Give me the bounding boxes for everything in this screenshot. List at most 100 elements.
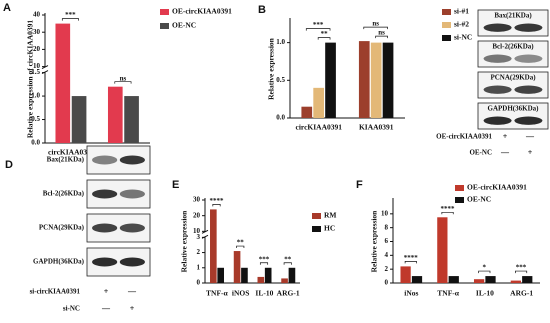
y-tick-label: 30 <box>193 196 201 204</box>
legend-swatch <box>442 9 451 15</box>
bar <box>288 267 296 283</box>
bar <box>264 267 272 283</box>
blot-box <box>477 40 549 68</box>
condition-sign: + <box>528 148 533 157</box>
bar <box>522 276 533 283</box>
axis-break-gap <box>42 67 48 73</box>
blot-band <box>483 116 512 125</box>
bar <box>257 276 265 283</box>
significance-label: *** <box>313 21 324 29</box>
x-tick-label: IL-10 <box>476 289 494 298</box>
bar <box>55 23 71 144</box>
panel-letter: E <box>172 179 179 191</box>
blot-box <box>477 9 549 37</box>
significance-bracket <box>363 26 388 30</box>
bar <box>233 251 241 283</box>
significance-bracket <box>478 270 491 274</box>
condition-sign: — <box>127 287 137 296</box>
y-tick-label: 40 <box>33 11 41 19</box>
significance-bracket <box>259 262 269 265</box>
legend-label: HC <box>324 224 335 233</box>
significance-label: **** <box>441 205 456 213</box>
y-tick-label: 10 <box>381 209 389 217</box>
blot-label: Bcl-2(26KDa) <box>43 190 85 198</box>
bar <box>510 280 521 283</box>
legend-swatch <box>312 213 321 219</box>
x-tick-label: IL-10 <box>255 289 273 298</box>
bar <box>485 276 496 283</box>
blot-band <box>514 54 543 63</box>
y-tick-label: 0 <box>385 279 389 287</box>
y-tick-label: 0 <box>197 279 201 287</box>
condition-label: si-NC <box>63 305 80 313</box>
blot-band <box>92 257 118 267</box>
significance-label: *** <box>516 264 527 272</box>
bar <box>241 267 248 283</box>
significance-label: ns <box>120 74 127 82</box>
condition-label: OE-circKIAA0391 <box>436 133 492 141</box>
significance-bracket <box>61 18 79 21</box>
y-tick-label: 10 <box>193 227 201 235</box>
panel-letter: B <box>258 4 266 16</box>
legend-swatch <box>455 197 464 203</box>
bar <box>370 42 382 118</box>
y-tick-label: 4 <box>385 251 389 259</box>
y-tick-label: 1.0 <box>31 92 40 100</box>
significance-bracket <box>317 37 331 40</box>
bar <box>325 42 336 118</box>
legend-swatch <box>442 35 451 41</box>
x-tick-label: circKIAA0391 <box>295 123 342 132</box>
significance-bracket <box>305 28 331 31</box>
legend-label: si-#1 <box>454 7 469 16</box>
bar <box>448 276 459 283</box>
condition-sign: + <box>130 304 135 313</box>
bar <box>217 267 225 283</box>
legend-label: OE-circKIAA0391 <box>467 183 527 192</box>
blot-label: GAPDH(36KDa) <box>33 258 85 266</box>
y-tick-label: 2 <box>385 265 389 273</box>
blot-band <box>119 155 145 165</box>
bar <box>71 96 87 143</box>
legend-swatch <box>160 9 169 15</box>
x-tick-label: KIAA0391 <box>359 123 394 132</box>
legend-label: si-#2 <box>454 20 469 29</box>
blot-label: PCNA(29KDa) <box>39 224 85 232</box>
bar <box>473 279 485 283</box>
y-tick-label: 1.5 <box>31 68 40 76</box>
panel-letter: A <box>3 2 11 14</box>
y-axis-title: Relative expression of circKIAA0391 <box>26 20 35 138</box>
condition-label: OE-NC <box>469 149 492 157</box>
panel-letter: F <box>356 179 363 191</box>
bar <box>313 87 325 118</box>
significance-label: **** <box>210 197 225 205</box>
y-axis-title: Relative expression <box>267 37 276 100</box>
blot-label: Bcl-2(26KDa) <box>492 43 534 51</box>
bar <box>107 86 123 143</box>
y-tick-label: 0.0 <box>276 114 285 122</box>
y-tick-label: 20 <box>193 211 201 219</box>
significance-bracket <box>515 270 528 274</box>
y-tick-label: 0.5 <box>31 115 40 123</box>
significance-label: ns <box>372 20 379 28</box>
significance-label: ** <box>284 255 292 263</box>
blot-band <box>514 116 543 125</box>
blot-label: PCNA(29KDa) <box>490 74 536 82</box>
y-tick-label: 20 <box>33 45 41 53</box>
condition-sign: — <box>101 304 111 313</box>
x-tick-label: ARG-1 <box>510 289 533 298</box>
y-tick-label: 2 <box>197 248 201 256</box>
significance-label: **** <box>404 254 419 262</box>
bar <box>358 41 370 118</box>
blot-band <box>483 54 512 63</box>
condition-sign: + <box>503 132 508 141</box>
panel-letter: D <box>5 159 13 171</box>
significance-bracket <box>441 211 454 215</box>
significance-label: ns <box>378 29 385 37</box>
significance-bracket <box>404 261 417 264</box>
bar <box>437 217 448 283</box>
blot-box <box>477 71 549 99</box>
y-tick-label: 3 <box>197 233 201 241</box>
condition-sign: — <box>500 148 510 157</box>
blot-band <box>483 85 512 94</box>
